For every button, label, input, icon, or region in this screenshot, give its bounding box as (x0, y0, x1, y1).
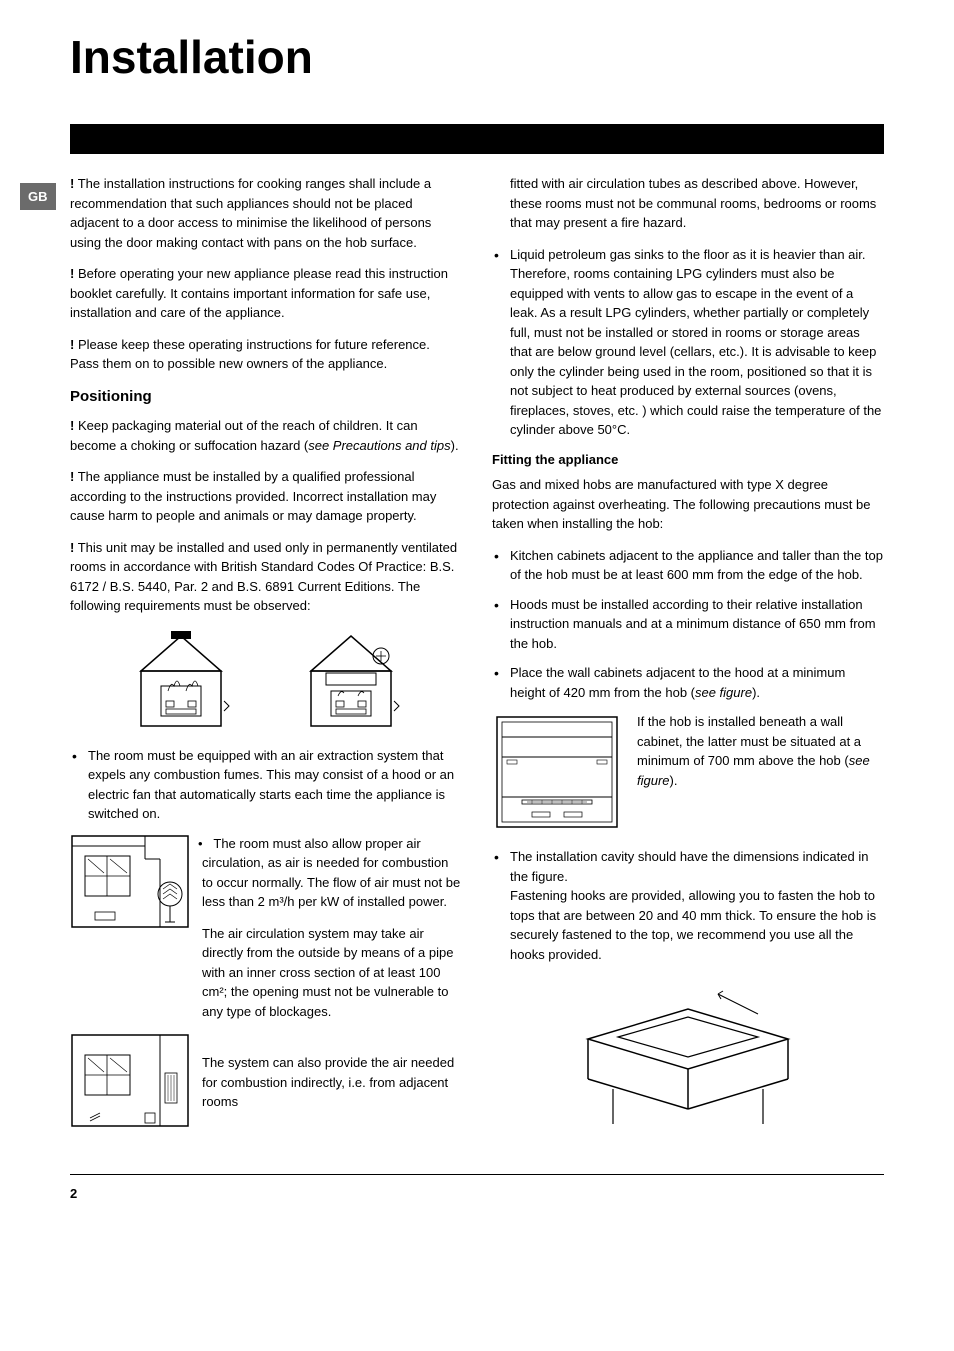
right-column: fitted with air circulation tubes as des… (492, 174, 884, 1144)
para-text: The system can also provide the air need… (202, 1053, 462, 1112)
bullet-list-right-3: The installation cavity should have the … (492, 847, 884, 964)
inline-text-2: The system can also provide the air need… (202, 1033, 462, 1124)
para-text: Before operating your new appliance plea… (70, 266, 448, 320)
window-diagram-row-1: • The room must also allow proper air ci… (70, 834, 462, 1026)
para-text: The installation instructions for cookin… (70, 176, 431, 250)
cavity-diagram (558, 979, 818, 1129)
para-text: This unit may be installed and used only… (70, 540, 457, 614)
inline-text-1: • The room must also allow proper air ci… (202, 834, 462, 1026)
text-before: If the hob is installed beneath a wall c… (637, 714, 861, 768)
warning-para-5: ! The appliance must be installed by a q… (70, 467, 462, 526)
cabinet-diagram-row: If the hob is installed beneath a wall c… (492, 712, 884, 832)
window-diagram-1 (70, 834, 190, 929)
bullet-list-right-1: Liquid petroleum gas sinks to the floor … (492, 245, 884, 440)
content-area: ! The installation instructions for cook… (70, 174, 884, 1144)
window-diagram-2 (70, 1033, 190, 1128)
bullet-item: Liquid petroleum gas sinks to the floor … (492, 245, 884, 440)
cabinet-text: If the hob is installed beneath a wall c… (637, 712, 884, 802)
bullet-list-right-2: Kitchen cabinets adjacent to the applian… (492, 546, 884, 703)
text-line2: Fastening hooks are provided, allowing y… (510, 888, 876, 962)
language-tag: GB (20, 183, 56, 210)
continuation-para: fitted with air circulation tubes as des… (492, 174, 884, 233)
house-diagram-2 (296, 631, 406, 731)
bullet-item: The installation cavity should have the … (492, 847, 884, 964)
para-text: The appliance must be installed by a qua… (70, 469, 436, 523)
fitting-intro: Gas and mixed hobs are manufactured with… (492, 475, 884, 534)
para-text-after: ). (451, 438, 459, 453)
text-line1: The installation cavity should have the … (510, 849, 868, 884)
header-bar (70, 124, 884, 154)
bullet-continuation: • The room must also allow proper air ci… (202, 834, 462, 912)
text: The room must also allow proper air circ… (202, 836, 460, 910)
warning-para-6: ! This unit may be installed and used on… (70, 538, 462, 616)
bullet-list-left: The room must be equipped with an air ex… (70, 746, 462, 824)
warning-para-3: ! Please keep these operating instructio… (70, 335, 462, 374)
text-after: ). (752, 685, 760, 700)
para-text: The air circulation system may take air … (202, 924, 462, 1022)
house-diagram-1 (126, 631, 236, 731)
page-number: 2 (70, 1186, 77, 1201)
positioning-heading: Positioning (70, 386, 462, 409)
bullet-item: Hoods must be installed according to the… (492, 595, 884, 654)
warning-para-2: ! Before operating your new appliance pl… (70, 264, 462, 323)
italic-ref: see figure (695, 685, 752, 700)
ventilation-diagrams (70, 631, 462, 731)
left-column: ! The installation instructions for cook… (70, 174, 462, 1144)
cabinet-diagram (492, 712, 622, 832)
warning-para-4: ! Keep packaging material out of the rea… (70, 416, 462, 455)
text-before: Place the wall cabinets adjacent to the … (510, 665, 845, 700)
bullet-item: Place the wall cabinets adjacent to the … (492, 663, 884, 702)
bullet-item: The room must be equipped with an air ex… (70, 746, 462, 824)
text-after: ). (670, 773, 678, 788)
bullet-item: Kitchen cabinets adjacent to the applian… (492, 546, 884, 585)
page-title: Installation (70, 30, 884, 84)
fitting-heading: Fitting the appliance (492, 450, 884, 470)
para-text: Please keep these operating instructions… (70, 337, 430, 372)
window-diagram-row-2: The system can also provide the air need… (70, 1033, 462, 1128)
warning-para-1: ! The installation instructions for cook… (70, 174, 462, 252)
italic-ref: see Precautions and tips (308, 438, 450, 453)
para-text: If the hob is installed beneath a wall c… (637, 712, 884, 790)
footer-bar: 2 (70, 1174, 884, 1203)
